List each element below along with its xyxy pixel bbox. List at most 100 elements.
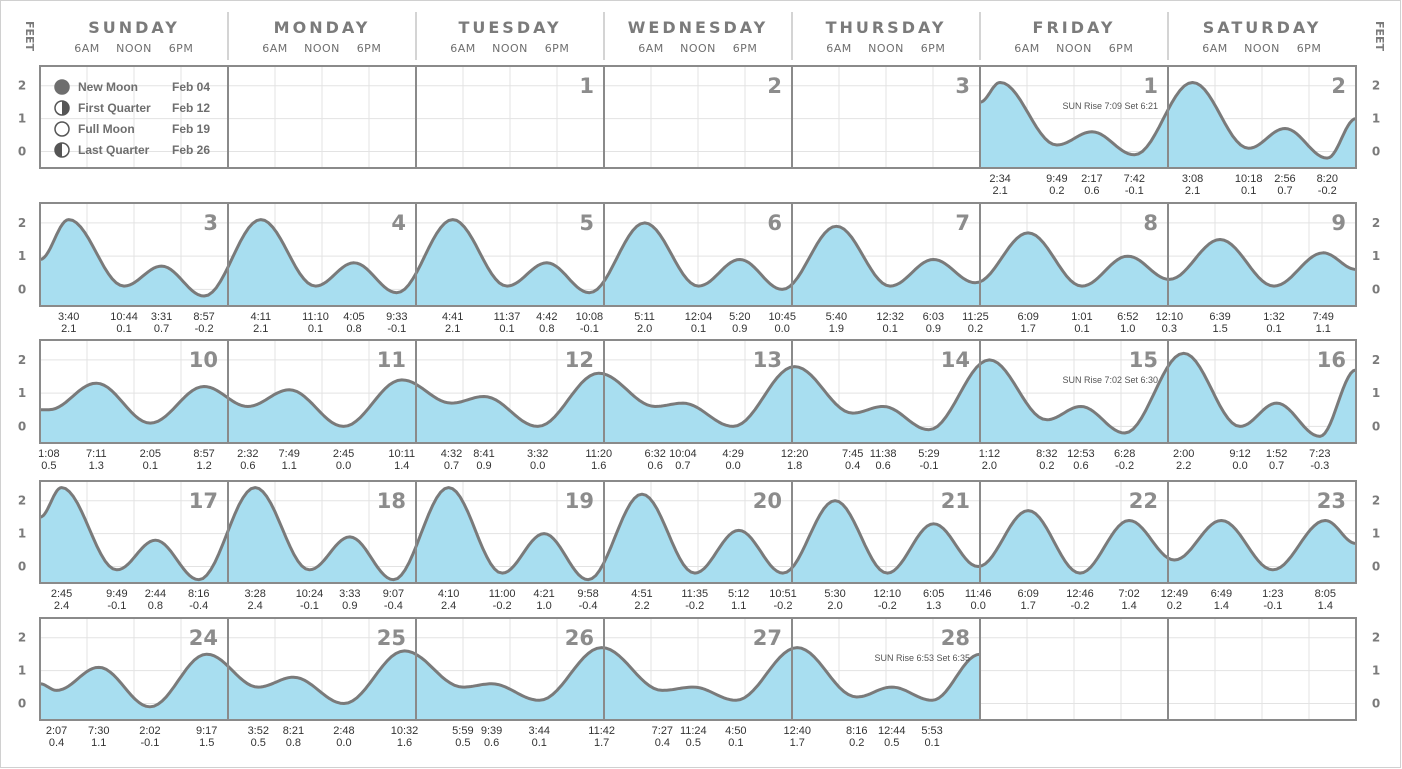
tide-height-label: -0.2 bbox=[1071, 600, 1090, 612]
tide-height-label: 0.1 bbox=[1074, 323, 1089, 335]
moon-phase-name: Full Moon bbox=[78, 122, 135, 136]
tide-time-label: 4:50 bbox=[725, 725, 746, 737]
tide-height-label: 0.5 bbox=[686, 737, 701, 749]
tide-height-label: 0.4 bbox=[845, 460, 860, 472]
date-number: 8 bbox=[1143, 211, 1158, 235]
tide-time-label: 6:09 bbox=[1017, 311, 1038, 323]
tide-height-label: 0.2 bbox=[849, 737, 864, 749]
tide-height-label: 1.5 bbox=[199, 737, 214, 749]
tide-time-label: 3:28 bbox=[244, 588, 265, 600]
tide-height-label: 1.0 bbox=[536, 600, 551, 612]
moon-phase-date: Feb 19 bbox=[172, 122, 210, 136]
tide-time-label: 2:45 bbox=[333, 448, 354, 460]
tide-height-label: 0.5 bbox=[41, 460, 56, 472]
tide-time-label: 7:27 bbox=[652, 725, 673, 737]
tide-height-label: 2.0 bbox=[827, 600, 842, 612]
tide-time-label: 12:10 bbox=[874, 588, 902, 600]
tide-height-label: -0.2 bbox=[493, 600, 512, 612]
tide-time-label: 9:17 bbox=[196, 725, 217, 737]
tide-time-label: 6:28 bbox=[1114, 448, 1135, 460]
y-tick-right: 0 bbox=[1372, 282, 1380, 296]
tide-time-label: 5:30 bbox=[824, 588, 845, 600]
day-header-wednesday: WEDNESDAY bbox=[628, 18, 768, 37]
tide-height-label: 0.1 bbox=[143, 460, 158, 472]
tide-time-label: 6:05 bbox=[923, 588, 944, 600]
tide-time-label: 9:39 bbox=[481, 725, 502, 737]
date-number: 9 bbox=[1331, 211, 1346, 235]
tide-height-label: -0.1 bbox=[387, 323, 406, 335]
tide-time-label: 11:25 bbox=[962, 311, 989, 323]
moon-shade bbox=[62, 101, 69, 115]
tide-time-label: 4:11 bbox=[250, 311, 271, 323]
time-tick-label: 6AM bbox=[262, 42, 288, 55]
tide-time-label: 1:32 bbox=[1263, 311, 1284, 323]
y-tick-right: 1 bbox=[1372, 249, 1380, 263]
time-tick-label: 6PM bbox=[1109, 42, 1134, 55]
tide-height-label: 0.0 bbox=[1232, 460, 1247, 472]
tide-time-label: 5:29 bbox=[918, 448, 939, 460]
week-frame bbox=[39, 65, 1357, 169]
tide-height-label: -0.2 bbox=[685, 600, 704, 612]
tide-time-label: 12:32 bbox=[876, 311, 904, 323]
y-tick-right: 2 bbox=[1372, 494, 1380, 508]
tide-height-label: 0.5 bbox=[455, 737, 470, 749]
date-number: 1 bbox=[1143, 74, 1158, 98]
tide-curve bbox=[39, 218, 1357, 298]
tide-height-label: 0.8 bbox=[539, 323, 554, 335]
date-number: 22 bbox=[1129, 489, 1158, 513]
tide-height-label: -0.4 bbox=[189, 600, 208, 612]
tide-height-label: -0.2 bbox=[878, 600, 897, 612]
tide-time-label: 12:44 bbox=[878, 725, 906, 737]
tide-height-label: 0.6 bbox=[875, 460, 890, 472]
tide-height-label: 1.7 bbox=[1021, 323, 1036, 335]
week-frame bbox=[39, 480, 1357, 584]
tide-height-label: -0.3 bbox=[1310, 460, 1329, 472]
tide-height-label: 0.2 bbox=[968, 323, 983, 335]
time-tick-label: 6AM bbox=[1014, 42, 1040, 55]
tide-height-label: 1.4 bbox=[1318, 600, 1333, 612]
full-moon-icon bbox=[54, 121, 70, 137]
tide-height-label: 1.9 bbox=[829, 323, 844, 335]
y-tick-right: 2 bbox=[1372, 353, 1380, 367]
day-header-monday: MONDAY bbox=[274, 18, 371, 37]
y-tick-right: 2 bbox=[1372, 79, 1380, 93]
tide-height-label: -0.1 bbox=[107, 600, 126, 612]
date-number: 2 bbox=[767, 74, 782, 98]
tide-time-label: 10:32 bbox=[391, 725, 419, 737]
tide-height-label: 1.5 bbox=[1212, 323, 1227, 335]
moon-phase-name: Last Quarter bbox=[78, 143, 150, 157]
tide-time-label: 1:52 bbox=[1266, 448, 1287, 460]
tide-time-label: 4:05 bbox=[343, 311, 364, 323]
tide-time-label: 12:04 bbox=[685, 311, 713, 323]
tide-height-label: 1.1 bbox=[731, 600, 746, 612]
tide-height-label: 0.1 bbox=[499, 323, 514, 335]
day-header-tuesday: TUESDAY bbox=[458, 18, 561, 37]
tide-height-label: 1.2 bbox=[196, 460, 211, 472]
date-number: 5 bbox=[579, 211, 594, 235]
new-moon-icon bbox=[54, 79, 70, 95]
tide-time-label: 11:24 bbox=[680, 725, 707, 737]
tide-time-label: 9:33 bbox=[386, 311, 407, 323]
time-tick-label: 6AM bbox=[826, 42, 852, 55]
day-header-sunday: SUNDAY bbox=[88, 18, 180, 37]
tide-height-label: 1.7 bbox=[594, 737, 609, 749]
date-number: 15 bbox=[1129, 348, 1158, 372]
y-tick-left: 2 bbox=[18, 353, 26, 367]
time-tick-label: 6AM bbox=[638, 42, 664, 55]
tide-time-label: 4:10 bbox=[438, 588, 459, 600]
tide-time-label: 9:49 bbox=[106, 588, 127, 600]
y-tick-right: 0 bbox=[1372, 560, 1380, 574]
tide-time-label: 11:42 bbox=[588, 725, 615, 737]
tide-time-label: 8:05 bbox=[1315, 588, 1336, 600]
time-tick-label: NOON bbox=[680, 42, 716, 55]
tide-time-label: 11:00 bbox=[489, 588, 516, 600]
tide-time-label: 6:39 bbox=[1209, 311, 1230, 323]
tide-height-label: 1.4 bbox=[394, 460, 409, 472]
tide-time-label: 3:31 bbox=[151, 311, 172, 323]
tide-time-label: 2:00 bbox=[1173, 448, 1194, 460]
tide-time-label: 8:32 bbox=[1036, 448, 1057, 460]
tide-height-label: 0.0 bbox=[336, 737, 351, 749]
tide-height-label: 0.1 bbox=[691, 323, 706, 335]
tide-time-label: 3:44 bbox=[529, 725, 550, 737]
